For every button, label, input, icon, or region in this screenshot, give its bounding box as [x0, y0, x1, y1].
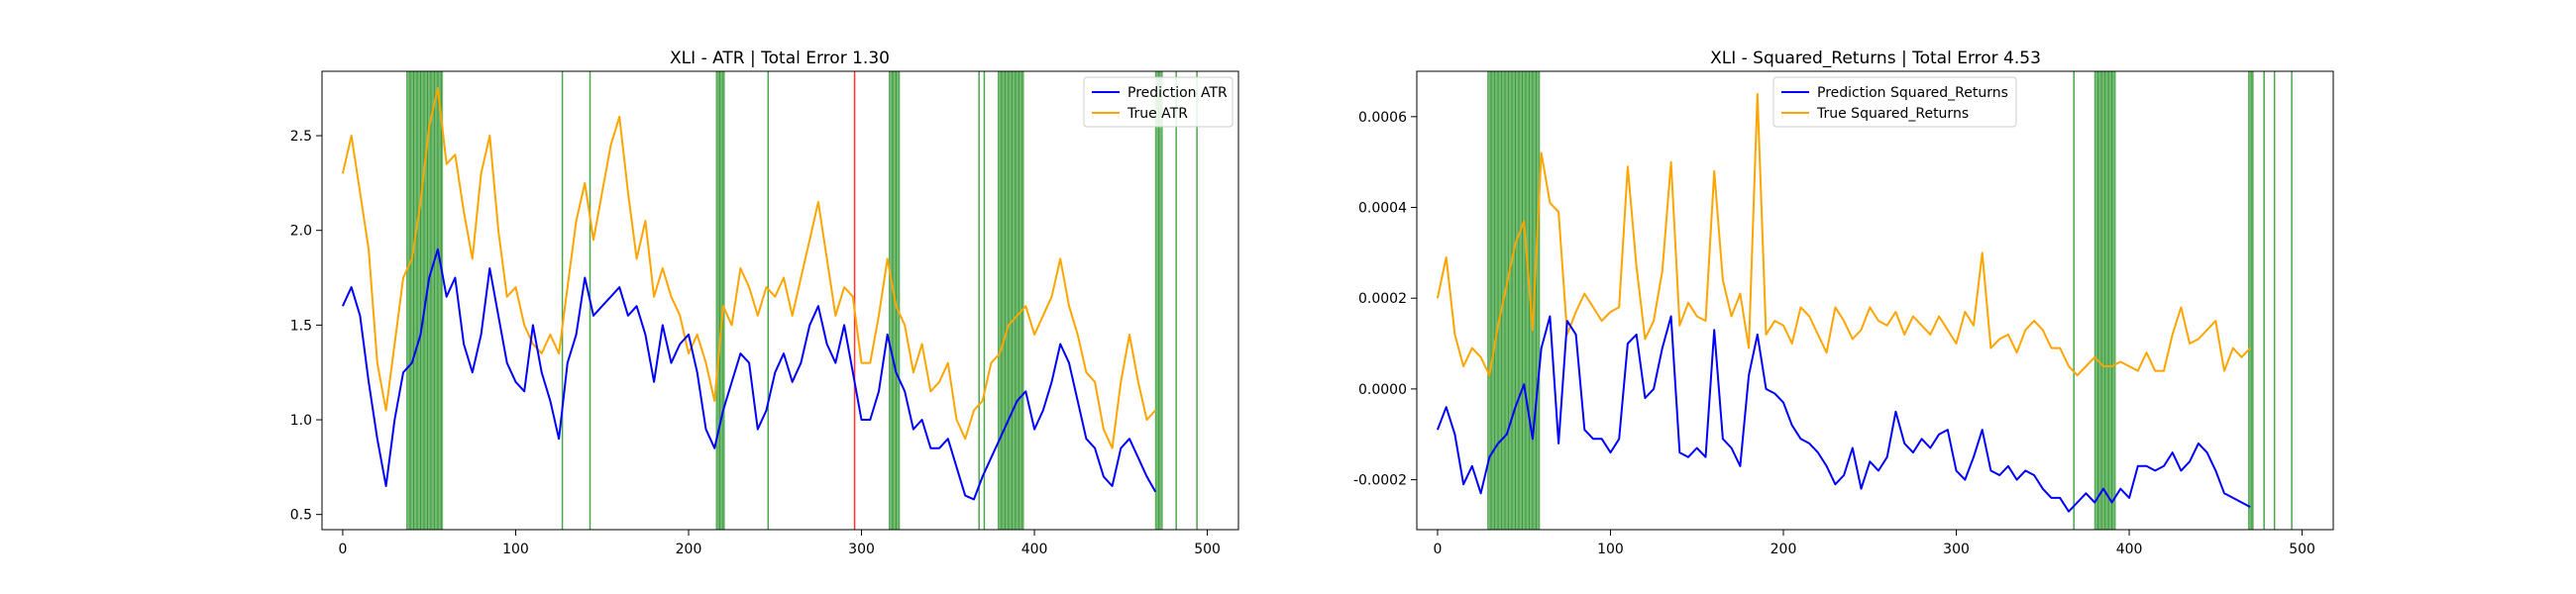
legend: Prediction ATR True ATR [1083, 76, 1234, 128]
y-tick-label: 0.0006 [1358, 110, 1407, 126]
green-band [1487, 71, 1540, 530]
x-tick-label: 100 [1597, 542, 1624, 557]
prediction-series-line [1436, 315, 2251, 513]
y-tick-label: 2.5 [290, 129, 312, 145]
y-tick-label: 0.0004 [1358, 201, 1407, 217]
y-tick-label: 0.0002 [1358, 291, 1407, 307]
axes-frame [1416, 70, 2334, 531]
x-tick-label: 0 [1433, 542, 1442, 557]
green-band [998, 71, 1024, 530]
x-tick-label: 300 [1943, 542, 1970, 557]
atr-chart-panel: XLI - ATR | Total Error 1.30 0 100 200 300 4… [290, 49, 1239, 557]
legend: Prediction Squared_Returns True Squared_R… [1772, 76, 2017, 128]
legend-label: True Squared_Returns [1816, 106, 1969, 122]
true-series-line [1436, 92, 2251, 377]
x-tick-label: 400 [2116, 542, 2143, 557]
plot-area [341, 71, 1198, 530]
y-tick-label: 0.0000 [1358, 382, 1407, 398]
y-tick-label: 0.5 [290, 508, 312, 524]
axes-frame [321, 70, 1239, 531]
y-tick-label: 2.0 [290, 224, 312, 240]
green-band [715, 71, 725, 530]
x-tick-label: 100 [502, 542, 529, 557]
x-tick-label: 500 [1194, 542, 1221, 557]
true-series-line [341, 87, 1156, 449]
green-band [2248, 71, 2254, 530]
legend-label: Prediction Squared_Returns [1817, 85, 2008, 101]
chart-title: XLI - Squared_Returns | Total Error 4.53 [1710, 49, 2041, 68]
x-tick-label: 500 [2289, 542, 2315, 557]
y-tick-label: 1.5 [290, 318, 312, 334]
x-tick-label: 0 [338, 542, 347, 557]
chart-title: XLI - ATR | Total Error 1.30 [670, 49, 890, 68]
legend-label: True ATR [1127, 106, 1188, 122]
x-tick-label: 300 [848, 542, 875, 557]
x-tick-label: 200 [676, 542, 702, 557]
plot-area [1436, 71, 2293, 530]
y-tick-label: -0.0002 [1353, 473, 1407, 489]
x-tick-label: 400 [1021, 542, 1048, 557]
squared-returns-chart-panel: XLI - Squared_Returns | Total Error 4.53… [1353, 49, 2334, 557]
prediction-series-line [341, 248, 1157, 501]
x-tick-label: 200 [1771, 542, 1797, 557]
y-tick-label: 1.0 [290, 413, 312, 429]
legend-box [1772, 76, 2017, 128]
legend-box [1083, 76, 1234, 128]
legend-label: Prediction ATR [1127, 85, 1228, 101]
